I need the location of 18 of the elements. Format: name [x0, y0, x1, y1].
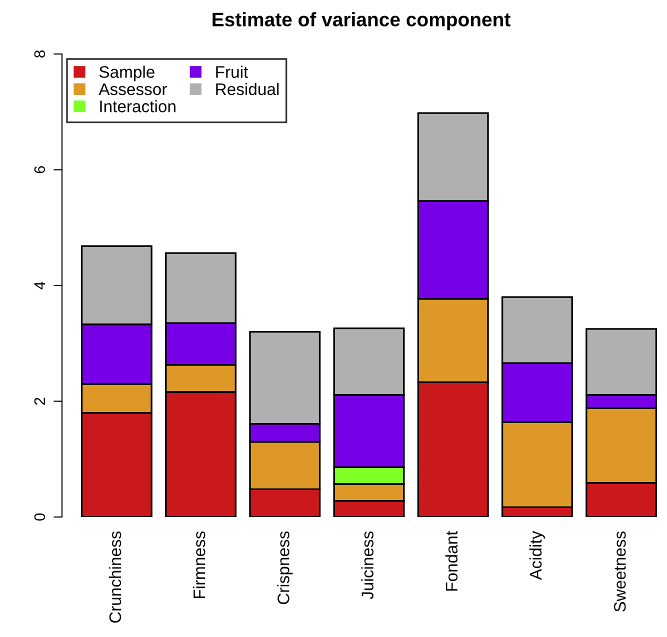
y-tick-label: 6 [34, 166, 46, 174]
x-tick-label: Crispness [277, 531, 293, 604]
legend-label: Interaction [100, 100, 176, 112]
x-tick-label: Juiciness [361, 531, 374, 600]
legend-label: Assessor [98, 83, 167, 96]
y-tick-label: 4 [34, 282, 45, 290]
chart-title: Estimate of variance component [212, 12, 510, 30]
legend-label: Residual [216, 82, 279, 96]
x-tick-label: Fondant [445, 531, 458, 591]
y-tick-label: 0 [34, 513, 46, 521]
y-tick-label: 2 [34, 398, 45, 405]
legend-label: Fruit [216, 66, 248, 78]
x-tick-label: Firmness [193, 531, 206, 598]
x-tick-label: Acidity [529, 530, 545, 580]
x-tick-label: Sweetness [614, 531, 626, 612]
x-tick-label: Crunchiness [108, 531, 122, 623]
y-tick-label: 8 [34, 50, 46, 58]
legend-label: Sample [99, 66, 154, 82]
